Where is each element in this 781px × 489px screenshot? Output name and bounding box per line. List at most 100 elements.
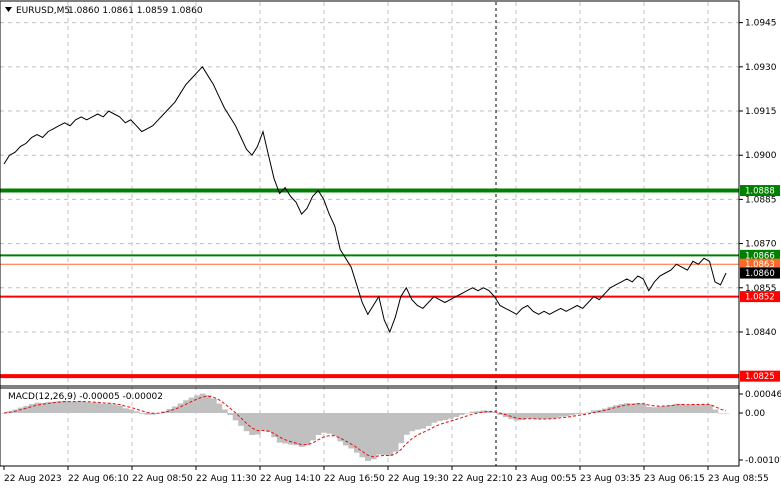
price-level-tag — [740, 249, 780, 261]
macd-bar — [568, 413, 575, 416]
plot-border — [0, 0, 740, 467]
macd-bar — [491, 412, 498, 413]
macd-bar — [590, 410, 597, 413]
time-axis[interactable]: 22 Aug 2023 22 Aug 06:10 22 Aug 08:50 22 Au… — [3, 466, 769, 484]
macd-bar — [464, 413, 471, 414]
macd-bar — [78, 401, 85, 413]
price-level-label: 1.0863 — [745, 260, 775, 270]
macd-bar — [392, 413, 399, 452]
macd-bar — [100, 403, 107, 413]
macd-bar — [210, 398, 217, 413]
x-tick-label: 22 Aug 14:10 — [260, 474, 321, 484]
macd-bar — [23, 405, 30, 413]
macd-bar — [260, 413, 267, 431]
macd-bar — [458, 413, 465, 416]
macd-bar — [144, 413, 151, 415]
macd-bar — [89, 402, 96, 413]
macd-bar — [359, 413, 366, 458]
macd-bar — [519, 413, 526, 420]
macd-bar — [172, 406, 179, 413]
macd-bar — [442, 413, 449, 421]
macd-bar — [17, 407, 24, 413]
macd-bar — [122, 408, 129, 413]
macd-bar — [646, 406, 653, 413]
macd-bar — [326, 413, 333, 434]
macd-bar — [403, 413, 410, 435]
macd-histogram — [1, 393, 730, 461]
y-tick-label: 1.0915 — [745, 107, 777, 117]
macd-bar — [194, 395, 201, 413]
macd-bar — [61, 400, 68, 413]
macd-bar — [293, 413, 300, 446]
macd-bar — [320, 413, 327, 433]
menu-triangle-icon[interactable] — [5, 7, 12, 12]
price-level-label: 1.0866 — [745, 251, 775, 261]
macd-bar — [668, 405, 675, 413]
macd-bar — [662, 405, 669, 413]
macd-bar — [381, 413, 388, 455]
macd-bar — [337, 413, 344, 442]
macd-bar — [353, 413, 360, 453]
macd-axis: 0.00046 0.00 -0.00107 — [739, 390, 781, 466]
macd-bar — [585, 412, 592, 413]
macd-bar — [188, 397, 195, 413]
macd-bar — [249, 413, 256, 436]
macd-bar — [546, 413, 553, 419]
macd-bar — [116, 405, 123, 413]
macd-bar — [706, 404, 713, 413]
macd-bar — [376, 413, 383, 455]
macd-bar — [530, 413, 537, 419]
macd-bar — [105, 403, 112, 413]
macd-bar — [629, 403, 636, 413]
macd-bar — [315, 413, 322, 436]
macd-bar — [673, 403, 680, 413]
macd-bar — [640, 403, 647, 413]
price-level-tag — [740, 258, 780, 270]
price-level-label: 1.0825 — [745, 372, 775, 382]
macd-bar — [684, 404, 691, 413]
macd-bar — [94, 402, 101, 413]
x-tick-label: 22 Aug 19:30 — [388, 474, 449, 484]
macd-bar — [447, 413, 454, 419]
macd-bar — [282, 413, 289, 444]
macd-bar — [431, 413, 438, 423]
macd-bar — [348, 413, 355, 449]
macd-bar — [238, 413, 245, 426]
macd-bar — [618, 404, 625, 413]
y-tick-label: 1.0870 — [745, 240, 777, 250]
y-tick-label: 1.0840 — [745, 328, 777, 338]
macd-bar — [133, 411, 140, 413]
macd-bar — [497, 413, 504, 415]
macd-bar — [651, 407, 658, 413]
macd-bar — [265, 413, 272, 432]
macd-bar — [370, 413, 377, 460]
macd-bar — [128, 409, 135, 413]
macd-bar — [712, 409, 719, 413]
price-level-tag — [740, 291, 780, 303]
price-level-tag — [740, 185, 780, 197]
macd-bar — [287, 413, 294, 445]
macd-bar — [701, 404, 708, 413]
macd-bar — [690, 404, 697, 413]
x-tick-label: 22 Aug 16:50 — [324, 474, 385, 484]
y-tick-label: 1.0900 — [745, 151, 777, 161]
x-tick-label: 22 Aug 06:10 — [68, 474, 129, 484]
y-tick-label: 1.0930 — [745, 63, 777, 73]
macd-bar — [56, 401, 63, 413]
macd-bar — [111, 404, 118, 413]
macd-bar — [221, 409, 228, 413]
macd-bar — [613, 405, 620, 413]
macd-bar — [436, 413, 443, 421]
macd-bar — [166, 408, 173, 413]
macd-tick-label-zero: 0.00 — [745, 409, 765, 419]
x-tick-label: 23 Aug 06:15 — [644, 474, 705, 484]
macd-bar — [45, 402, 52, 413]
macd-bar — [552, 413, 559, 419]
macd-bar — [480, 410, 487, 413]
macd-bar — [513, 413, 520, 421]
macd-bar — [254, 413, 261, 435]
price-axis[interactable]: 1.09451.09301.09151.09001.08851.08701.08… — [739, 19, 777, 338]
macd-bar — [271, 413, 278, 438]
